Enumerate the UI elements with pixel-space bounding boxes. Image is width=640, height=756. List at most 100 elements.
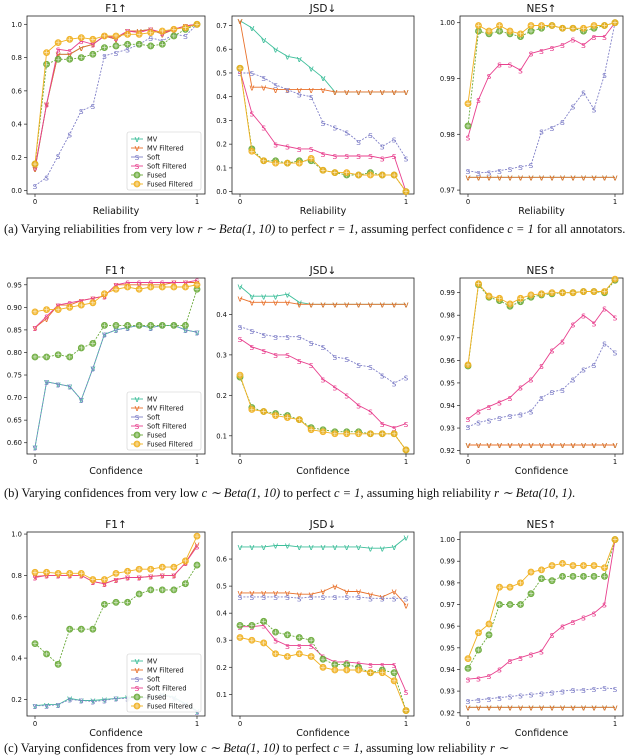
data-point-mv-filtered: v (344, 588, 350, 598)
data-point-soft-filtered: s (508, 61, 513, 71)
data-point-mv-filtered: v (612, 441, 618, 451)
data-point-soft: s (56, 380, 61, 390)
series-line-soft-filtered (239, 338, 407, 429)
data-point-fused-filtered-cross (476, 281, 481, 286)
data-point-mv-filtered: v (581, 704, 587, 714)
data-point-soft: s (508, 693, 513, 703)
caption-text: for all annotators. (533, 222, 626, 236)
data-point-soft-filtered: s (380, 661, 385, 671)
data-point-mv: v (486, 441, 492, 451)
plot-frame (459, 15, 624, 195)
data-point-fused-cross (90, 341, 96, 346)
data-point-soft-filtered: s (102, 292, 107, 302)
data-point-fused-cross (237, 623, 243, 628)
data-point-fused-filtered-cross (194, 533, 200, 539)
data-point-soft: s (508, 165, 513, 175)
data-point-mv-filtered: v (356, 588, 362, 598)
data-point-mv-filtered: v (368, 300, 374, 310)
data-point-soft-filtered: s (529, 376, 534, 386)
data-point-fused-cross (90, 52, 96, 57)
data-point-soft: s (518, 411, 523, 421)
data-point-soft-filtered: s (550, 631, 555, 641)
data-point-soft-filtered: s (160, 572, 165, 582)
caption-text: , assuming perfect confidence (354, 222, 508, 236)
data-point-mv: v (273, 542, 279, 552)
data-point-mv-filtered: v (391, 588, 397, 598)
data-point-soft-filtered: s (404, 688, 409, 698)
data-point-mv-filtered: v (344, 88, 350, 98)
data-point-mv: v (113, 695, 119, 705)
data-point-mv-filtered: v (32, 324, 38, 334)
data-point-soft-filtered: s (321, 150, 326, 160)
data-point-mv: v (90, 40, 96, 50)
data-point-mv: v (380, 88, 386, 98)
series-line-mv-filtered (240, 585, 407, 606)
y-tick-label: 0.85 (7, 326, 22, 334)
data-point-mv: v (55, 380, 61, 390)
data-point-fused-filtered-cross (125, 284, 130, 290)
data-point-mv-filtered: v (237, 17, 243, 27)
data-point-fused-cross (171, 323, 177, 328)
data-point-soft-filtered: s (250, 110, 255, 120)
data-point-mv: v (560, 704, 566, 714)
data-point-soft: s (321, 593, 326, 603)
data-point-mv: v (528, 441, 534, 451)
legend-label-soft-filtered: Soft Filtered (147, 162, 187, 170)
data-point-soft: s (333, 124, 338, 134)
y-tick-label: 0.95 (440, 379, 455, 387)
data-point-mv-filtered: v (560, 704, 566, 714)
data-point-fused-filtered-cross (356, 172, 361, 178)
data-point-fused-filtered-cross (55, 40, 61, 45)
data-point-soft: s (518, 163, 523, 173)
legend-marker-soft: s (135, 675, 140, 685)
data-point-fused-filtered-cross (560, 290, 565, 295)
data-point-mv: v (403, 300, 409, 310)
y-tick-label: 0.6 (216, 556, 227, 564)
data-point-mv: v (308, 64, 314, 74)
data-point-fused-filtered-cross (32, 161, 38, 167)
data-point-mv-filtered: v (261, 83, 267, 93)
y-tick-label: 0.3 (216, 637, 227, 645)
data-point-soft: s (550, 688, 555, 698)
data-point-soft: s (487, 695, 492, 705)
data-point-mv-filtered: v (160, 572, 166, 582)
data-point-soft: s (368, 131, 373, 141)
legend-marker-fused-cross (134, 432, 140, 438)
data-point-mv: v (560, 173, 566, 183)
series-line-soft-filtered (467, 539, 616, 680)
data-point-fused-filtered-cross (79, 571, 84, 576)
data-point-soft: s (91, 698, 96, 708)
data-point-mv: v (539, 173, 545, 183)
data-point-mv-filtered: v (44, 572, 50, 582)
series-line-soft-filtered (467, 307, 616, 420)
data-point-mv: v (391, 88, 397, 98)
legend-marker-mv: v (134, 135, 140, 145)
data-point-fused-cross (44, 354, 49, 360)
data-point-fused-cross (171, 587, 177, 593)
data-point-fused-filtered-cross (476, 23, 481, 28)
data-point-soft: s (476, 419, 481, 429)
data-point-fused-cross (465, 123, 471, 129)
data-point-fused-filtered-cross (549, 290, 555, 295)
data-point-mv: v (297, 55, 303, 65)
data-point-fused-filtered-cross (148, 567, 153, 572)
data-point-fused-filtered-cross (344, 170, 349, 175)
legend-label-fused: Fused (147, 431, 166, 439)
data-point-mv: v (308, 300, 314, 310)
data-point-fused-cross (570, 574, 576, 579)
data-point-soft-filtered: s (137, 279, 142, 289)
series-line-mv-filtered (239, 20, 406, 93)
data-point-mv: v (518, 173, 524, 183)
data-point-mv-filtered: v (476, 704, 482, 714)
y-tick-label: 0.98 (440, 312, 455, 320)
data-point-fused-cross (528, 591, 534, 596)
data-point-fused-filtered-cross (136, 567, 142, 572)
data-point-mv: v (320, 74, 326, 84)
data-point-fused-filtered-cross (332, 170, 338, 175)
x-axis-label: Confidence (296, 728, 350, 739)
data-point-soft: s (261, 331, 266, 341)
caption-text: to perfect (275, 222, 330, 236)
caption-text: Varying confidences from very low (17, 741, 201, 755)
data-point-mv: v (391, 300, 397, 310)
data-point-fused-filtered-cross (518, 296, 523, 301)
